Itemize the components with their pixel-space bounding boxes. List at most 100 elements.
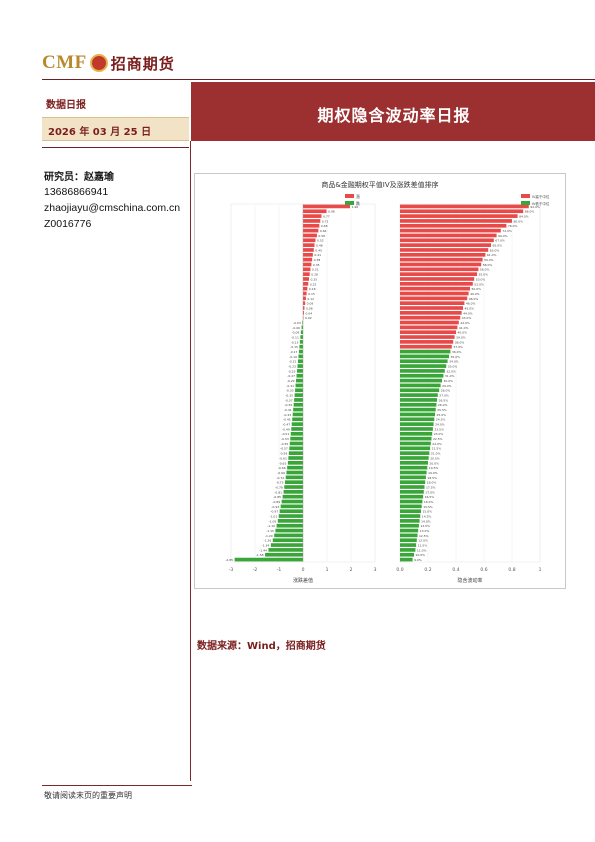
iv-chart: 商品&金融期权平值IV及涨跌差值排序 -3 -2 -1 0 1 2 3 涨跌差值 1.96 0.9… <box>194 173 566 589</box>
left-data-label: 0.06 <box>306 306 313 310</box>
left-panel: -3 -2 -1 0 1 2 3涨跌差值1.960.980.770.720.680.640.… <box>225 193 376 584</box>
right-data-label: 28.0% <box>441 389 451 393</box>
right-bar <box>400 528 419 533</box>
right-bar <box>400 369 445 373</box>
left-bar <box>268 548 303 552</box>
left-data-label: -0.09 <box>292 331 300 335</box>
right-bar <box>400 523 419 528</box>
title-banner <box>191 82 595 141</box>
left-bar <box>276 523 303 528</box>
right-data-label: 9.0% <box>414 558 422 562</box>
right-bar <box>400 330 456 335</box>
right-data-label: 11.5% <box>418 544 428 548</box>
left-bar <box>292 412 303 417</box>
right-data-label: 12.5% <box>419 534 429 538</box>
left-bar <box>234 557 303 562</box>
right-bar <box>400 257 483 262</box>
left-bar <box>303 243 315 247</box>
right-data-label: 19.0% <box>428 471 438 475</box>
right-data-label: 26.5% <box>439 398 449 402</box>
left-bar <box>283 490 303 494</box>
data-source: 数据来源：Wind，招商期货 <box>197 641 326 652</box>
left-tick-label: 0 <box>302 567 305 573</box>
right-bar <box>400 252 486 257</box>
left-bar <box>303 311 304 315</box>
right-bar <box>400 427 433 431</box>
left-bar <box>291 422 303 426</box>
right-data-label: 92.0% <box>530 205 540 209</box>
right-data-label: 58.0% <box>483 263 493 267</box>
right-data-label: 18.5% <box>427 476 437 480</box>
right-bar <box>400 451 430 455</box>
left-bar <box>303 257 313 262</box>
right-bar <box>400 519 420 523</box>
left-data-label: -0.45 <box>283 418 291 422</box>
right-bar <box>400 311 462 315</box>
left-data-label: 0.35 <box>313 263 320 267</box>
report-title: 期权隐含波动率日报 <box>317 106 471 125</box>
right-bar <box>400 233 497 238</box>
left-bar <box>302 320 303 325</box>
right-bar <box>400 228 501 233</box>
right-data-label: 27.0% <box>439 394 449 398</box>
left-data-label: -0.27 <box>287 374 295 378</box>
right-tick-label: 0.6 <box>480 567 487 573</box>
right-data-label: 34.0% <box>449 360 459 364</box>
left-bar <box>296 373 303 378</box>
left-bar <box>288 451 303 455</box>
left-data-label: -0.43 <box>283 413 291 417</box>
right-bar <box>400 548 416 552</box>
left-data-label: -0.66 <box>278 466 286 470</box>
left-data-label: -0.47 <box>282 423 290 427</box>
right-data-label: 24.0% <box>435 423 445 427</box>
left-data-label: 0.02 <box>305 316 312 320</box>
right-data-label: 16.5% <box>425 495 435 499</box>
left-bar <box>289 446 303 451</box>
right-bar <box>400 243 491 247</box>
left-bar <box>303 286 308 291</box>
iv-chart-svg: 商品&金融期权平值IV及涨跌差值排序 -3 -2 -1 0 1 2 3 涨跌差值 1.96 0.9… <box>225 180 550 584</box>
left-data-label: -0.55 <box>281 442 289 446</box>
left-data-label: -0.85 <box>273 495 281 499</box>
left-data-label: 0.38 <box>314 258 321 262</box>
left-bar <box>297 364 303 368</box>
analyst-email[interactable]: zhaojiayu@cmschina.com.cn <box>44 202 181 214</box>
left-bar <box>303 306 305 310</box>
right-bar <box>400 214 518 218</box>
right-data-label: 35.0% <box>451 355 461 359</box>
right-data-label: 18.0% <box>427 481 437 485</box>
logo-seal-icon <box>89 54 108 72</box>
left-bar <box>281 499 303 504</box>
left-data-label: -1.10 <box>267 524 275 528</box>
right-bar <box>400 393 438 397</box>
left-data-label: 0.18 <box>309 287 316 291</box>
left-bar <box>292 417 303 422</box>
left-bar <box>303 219 321 223</box>
right-data-label: 30.0% <box>444 379 454 383</box>
right-data-label: 15.5% <box>423 505 433 509</box>
right-data-label: 13.0% <box>420 529 430 533</box>
right-bar <box>400 480 426 485</box>
right-bar <box>400 373 444 378</box>
right-data-label: 17.5% <box>426 485 436 489</box>
right-data-label: 41.0% <box>459 326 469 330</box>
left-data-label: -0.33 <box>286 389 294 393</box>
right-data-label: 61.0% <box>487 253 497 257</box>
right-data-label: 21.0% <box>431 452 441 456</box>
right-data-label: 56.0% <box>480 268 490 272</box>
left-bar <box>287 465 303 470</box>
left-data-label: -0.97 <box>270 510 278 514</box>
right-bar <box>400 272 477 276</box>
right-data-label: 69.0% <box>498 234 508 238</box>
left-data-label: 0.58 <box>318 234 325 238</box>
footer-divider <box>42 785 192 786</box>
left-data-label: 0.48 <box>316 244 323 248</box>
left-data-label: -0.41 <box>284 408 292 412</box>
right-legend-swatch-low <box>521 201 530 205</box>
left-bar <box>303 238 316 243</box>
right-data-label: 25.0% <box>437 413 447 417</box>
right-bar <box>400 340 454 344</box>
left-data-label: -0.35 <box>285 394 293 398</box>
left-bar <box>303 277 309 281</box>
right-bar <box>400 306 463 310</box>
